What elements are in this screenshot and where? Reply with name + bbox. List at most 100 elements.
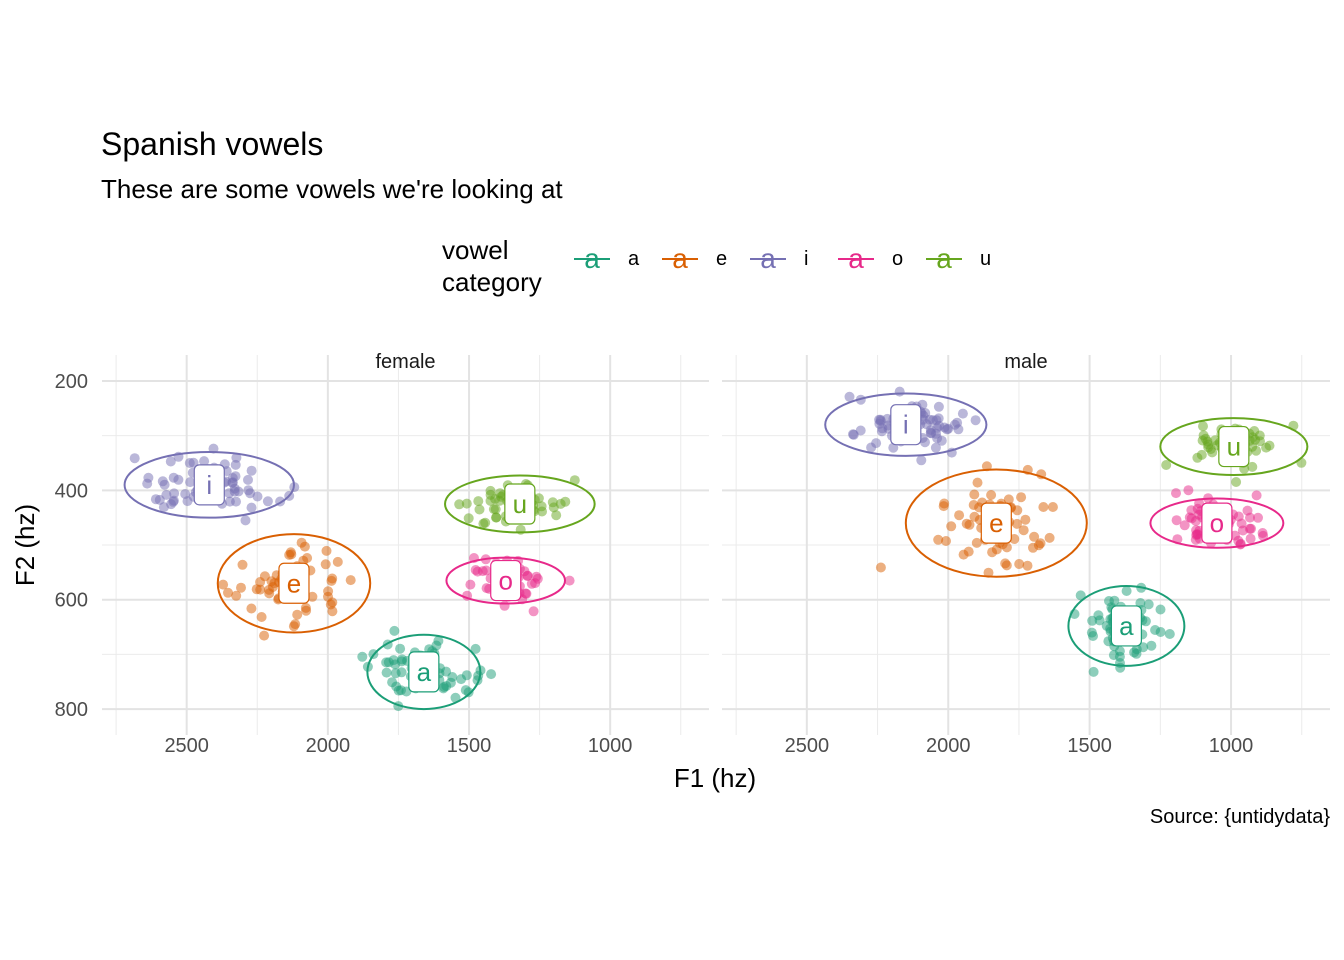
data-point-a [1143, 599, 1154, 610]
data-point-a [1150, 625, 1161, 635]
data-point-i [169, 488, 180, 499]
data-point-a [447, 672, 458, 682]
data-point-o [521, 588, 532, 599]
data-point-i [224, 496, 235, 507]
label-text: i [903, 410, 909, 440]
data-point-e [323, 591, 333, 602]
data-point-o [1171, 515, 1182, 526]
data-point-u [485, 495, 496, 506]
data-point-o [522, 570, 533, 581]
data-point-e [986, 490, 997, 500]
data-point-e [1035, 538, 1046, 549]
data-point-u [547, 497, 558, 508]
data-point-a [486, 669, 497, 680]
ellipse-o [1149, 497, 1285, 549]
data-point-e [954, 510, 965, 521]
legend-key: a [838, 243, 874, 274]
data-point-e [1014, 559, 1025, 569]
data-point-a [1109, 595, 1120, 606]
chart-subtitle: These are some vowels we're looking at [101, 174, 563, 204]
data-point-i [930, 442, 941, 453]
chart-title: Spanish vowels [101, 126, 324, 162]
data-point-e [991, 544, 1002, 555]
caption: Source: {untidydata} [1149, 806, 1330, 828]
data-point-e [286, 549, 297, 560]
y-tick-label: 800 [55, 699, 88, 721]
data-point-e [251, 584, 262, 595]
data-point-a [389, 625, 400, 636]
vowel-label-e: e [278, 562, 310, 604]
data-point-u [536, 501, 547, 512]
data-point-o [1186, 505, 1197, 516]
label-box [504, 483, 536, 525]
label-text: u [1227, 432, 1241, 462]
data-point-a [470, 643, 481, 654]
data-point-a [1121, 586, 1132, 596]
data-point-u [1247, 441, 1258, 452]
data-point-o [528, 606, 539, 617]
ellipse-e [904, 468, 1088, 578]
vowel-label-e: e [980, 502, 1012, 544]
data-point-i [246, 502, 257, 513]
x-tick-label: 1500 [1067, 735, 1112, 757]
data-point-o [1258, 530, 1269, 541]
data-point-a [450, 692, 461, 703]
label-text: a [417, 657, 432, 687]
data-point-i [957, 408, 968, 419]
legend-key: a [926, 243, 962, 274]
data-point-u [473, 496, 484, 507]
legend-label: u [980, 248, 992, 270]
data-point-u [1197, 435, 1208, 446]
x-tick-label: 1000 [1209, 735, 1254, 757]
label-text: e [287, 568, 301, 598]
data-point-o [1245, 533, 1256, 544]
data-point-e [939, 498, 950, 509]
data-point-a [1087, 615, 1098, 626]
data-point-u [490, 504, 501, 515]
data-point-e [1047, 502, 1058, 512]
data-point-a [357, 651, 368, 662]
data-point-u [491, 512, 502, 523]
label-text: o [498, 566, 512, 596]
y-tick-label: 600 [55, 590, 88, 612]
legend-label: i [804, 248, 809, 270]
data-point-e [264, 588, 275, 599]
legend-key: a [662, 243, 698, 274]
data-point-o [499, 600, 510, 611]
vowel-label-i: i [193, 464, 225, 506]
vowel-label-o: o [490, 559, 522, 602]
data-point-a [381, 667, 392, 678]
data-point-a [1135, 598, 1146, 608]
legend-key-glyph: a [672, 243, 688, 274]
data-point-i [916, 455, 927, 466]
data-point-o [1186, 513, 1197, 524]
data-point-u [1198, 421, 1208, 432]
data-point-i [168, 496, 179, 507]
data-point-e [941, 536, 951, 546]
data-point-e [266, 576, 277, 587]
data-point-u [551, 510, 562, 521]
y-axis-title: F2 (hz) [10, 504, 40, 586]
data-point-a [456, 674, 467, 685]
ellipse-e [216, 533, 372, 634]
data-point-e [326, 575, 337, 586]
data-point-e [964, 519, 975, 530]
data-point-i [129, 453, 140, 464]
data-point-e [1018, 525, 1029, 536]
data-point-a [1101, 620, 1112, 631]
ellipse-u [1159, 417, 1309, 476]
legend-key-glyph: a [584, 243, 600, 274]
data-point-o [1246, 523, 1256, 534]
data-point-a [1114, 651, 1125, 662]
panel-female: female 2500 2000 1500 1000 200 400 600 800 a e i o u [55, 351, 709, 757]
label-text: u [513, 489, 527, 519]
data-point-u [1249, 426, 1260, 436]
data-point-o [1253, 512, 1263, 523]
data-point-a [1146, 640, 1157, 651]
data-point-i [844, 391, 855, 402]
data-point-e [302, 553, 313, 563]
x-tick-label: 2000 [306, 735, 351, 757]
label-text: o [1210, 508, 1224, 538]
